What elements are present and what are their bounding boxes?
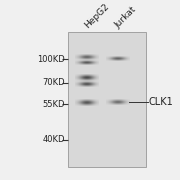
Text: 100KD: 100KD [37,55,65,64]
Text: 40KD: 40KD [42,135,65,144]
Text: 55KD: 55KD [42,100,65,109]
Bar [68,32,146,167]
Text: 70KD: 70KD [42,78,65,87]
Text: CLK1: CLK1 [149,97,174,107]
Text: HepG2: HepG2 [83,2,111,30]
Text: Jurkat: Jurkat [113,5,138,30]
